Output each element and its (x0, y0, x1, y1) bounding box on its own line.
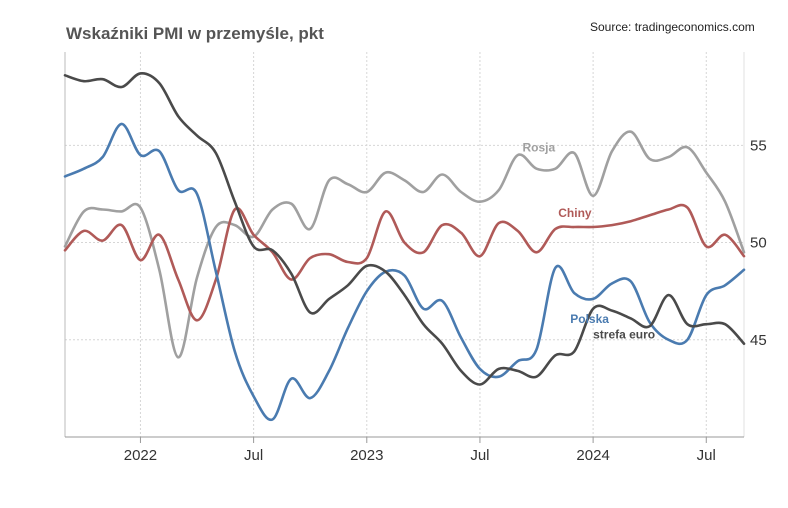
series-label-chiny: Chiny (558, 206, 592, 220)
grid (65, 52, 744, 437)
y-tick-label: 55 (750, 137, 767, 154)
series-label-polska: Polska (570, 312, 609, 326)
series-lines (63, 72, 746, 422)
x-tick-label: 2022 (124, 447, 157, 464)
series-line-strefa-euro (63, 72, 746, 386)
x-tick-label: 2024 (576, 447, 609, 464)
x-tick-label: Jul (697, 447, 716, 464)
x-tick-label: 2023 (350, 447, 383, 464)
x-tick-label: Jul (470, 447, 489, 464)
series-line-polska (63, 122, 746, 422)
axes: 45 50 55 2022 Jul 2023 Jul 2024 Jul (64, 52, 767, 464)
chart-title: Wskaźniki PMI w przemyśle, pkt (66, 24, 324, 43)
y-tick-label: 50 (750, 235, 767, 252)
series-labels: Rosja Chiny Polska strefa euro (523, 141, 656, 342)
series-line-chiny (63, 203, 746, 322)
series-label-rosja: Rosja (523, 141, 556, 155)
y-tick-label: 45 (750, 332, 767, 349)
x-tick-label: Jul (244, 447, 263, 464)
series-label-strefa-euro: strefa euro (593, 328, 655, 342)
series-line-rosja (63, 130, 746, 359)
source-credit: Source: tradingeconomics.com (590, 20, 755, 34)
